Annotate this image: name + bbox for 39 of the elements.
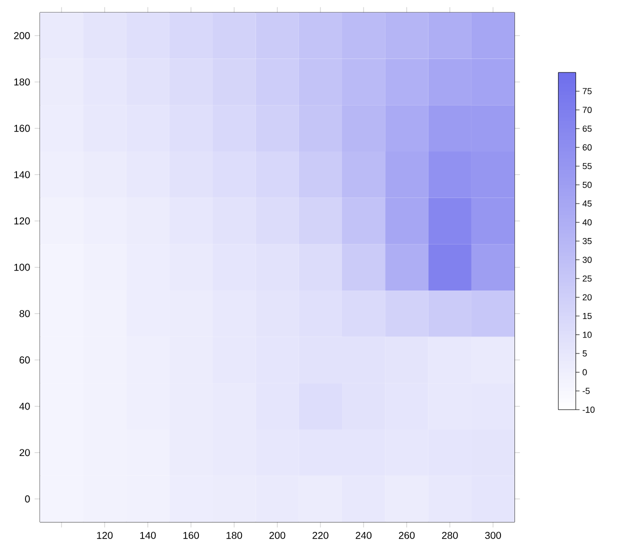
y-tick-label: 160	[14, 124, 30, 132]
color-bar-label: 55	[582, 163, 592, 170]
color-bar-label: 20	[582, 294, 592, 301]
y-tick-label: 40	[19, 402, 30, 410]
color-bar-label: 5	[582, 350, 587, 357]
color-bar-label: 15	[582, 313, 592, 320]
x-tick-label: 300	[485, 532, 501, 540]
y-tick-label: 0	[25, 496, 30, 503]
x-tick-label: 200	[269, 532, 286, 540]
y-tick-label: 200	[14, 32, 30, 40]
color-bar-label: 70	[582, 107, 592, 114]
color-bar-label: 65	[582, 126, 592, 132]
x-tick-label: 140	[140, 532, 156, 540]
color-bar-label: 45	[582, 200, 592, 207]
color-bar-label: 60	[582, 144, 592, 151]
y-tick-label: 80	[20, 310, 30, 318]
color-bar-label: 35	[582, 238, 592, 244]
color-bar-label: -5	[582, 388, 590, 394]
y-tick-label: 100	[14, 264, 30, 272]
color-bar-label: 0	[582, 369, 587, 376]
y-tick-label: 20	[20, 449, 30, 456]
color-bar-label: 30	[582, 256, 592, 264]
y-tick-label: 60	[20, 356, 30, 364]
color-bar-label: 75	[582, 88, 592, 94]
x-tick-label: 260	[398, 532, 415, 540]
color-bar-label: 40	[582, 219, 592, 226]
y-tick-label: 140	[14, 171, 30, 178]
x-tick-label: 240	[356, 532, 372, 540]
color-bar-label: 10	[582, 332, 592, 338]
x-tick-label: 180	[226, 532, 242, 540]
x-tick-label: 120	[97, 532, 113, 540]
x-tick-label: 160	[183, 532, 199, 540]
color-bar-label: -10	[582, 406, 595, 413]
x-tick-label: 220	[312, 532, 328, 540]
y-tick-label: 180	[14, 78, 30, 86]
y-tick-label: 120	[14, 218, 30, 225]
x-tick-label: 280	[442, 532, 458, 540]
color-bar-label: 50	[582, 182, 592, 188]
color-bar-label: 25	[582, 276, 592, 282]
